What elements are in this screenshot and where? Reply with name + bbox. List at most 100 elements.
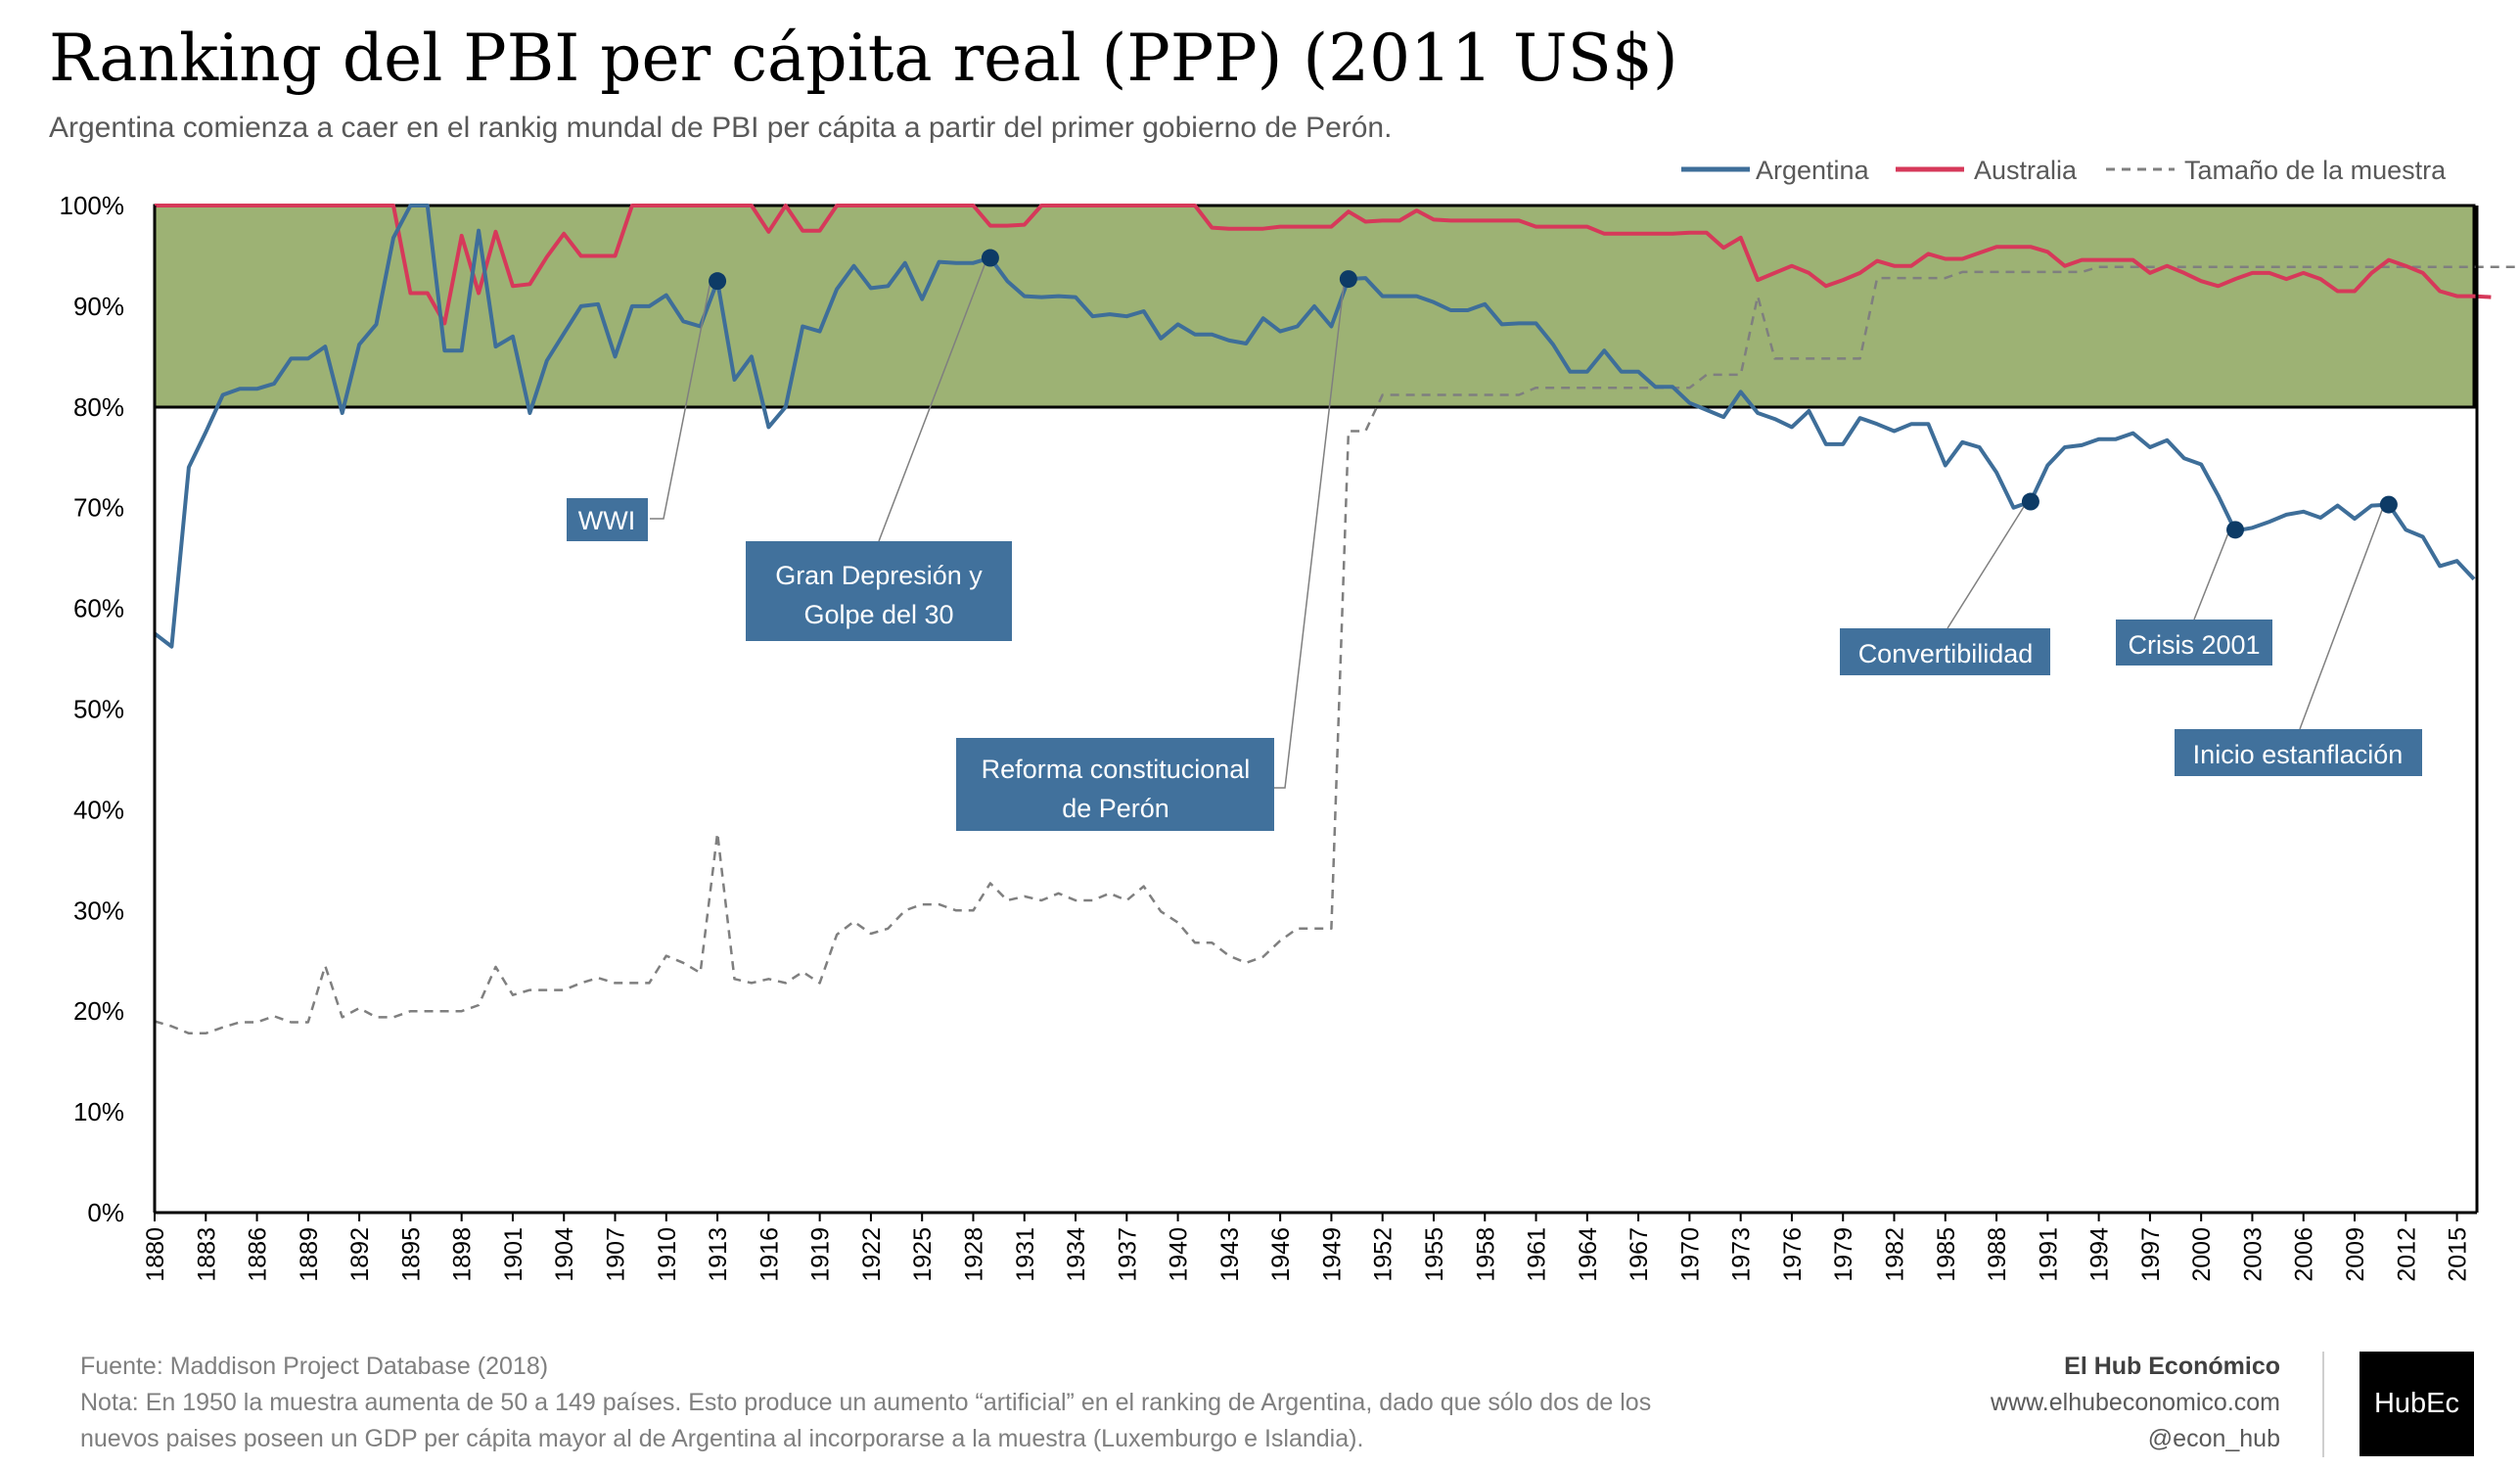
footer-separator (2322, 1352, 2324, 1457)
x-tick-label: 2006 (2291, 1227, 2318, 1282)
x-tick-label: 1898 (449, 1227, 477, 1282)
callout-inicio-box (2175, 729, 2422, 776)
connector-reforma (1274, 276, 1346, 789)
x-tick-label: 1922 (858, 1227, 886, 1282)
x-tick-label: 1904 (551, 1227, 578, 1282)
x-tick-label: 1928 (960, 1227, 987, 1282)
x-tick-label: 1967 (1626, 1227, 1653, 1282)
callout-gran-depresion: Gran Depresión y Golpe del 30 (746, 541, 1012, 641)
callout-inicio: Inicio estanflación (2175, 729, 2422, 776)
y-tick-label: 50% (73, 695, 124, 724)
connector-convertibilidad (1947, 501, 2028, 629)
callout-gran-depresion-line1: Gran Depresión y (775, 561, 983, 590)
footer-brand: El Hub Económico (2064, 1353, 2280, 1380)
y-tick-label: 60% (73, 594, 124, 623)
x-tick-label: 1895 (397, 1227, 425, 1282)
x-tick-label: 1964 (1575, 1227, 1602, 1282)
x-tick-label: 2015 (2445, 1227, 2472, 1282)
callout-gran-depresion-line2: Golpe del 30 (803, 600, 953, 629)
annotation-marker (981, 249, 999, 267)
legend-argentina-label: Argentina (1756, 156, 1870, 185)
y-tick-label: 10% (73, 1097, 124, 1126)
connector-inicio (2299, 504, 2385, 730)
connector-crisis (2193, 529, 2230, 620)
plot-frame (153, 206, 2479, 1215)
series-layer (153, 204, 2520, 1035)
x-tick-label: 2003 (2239, 1227, 2267, 1282)
y-tick-label: 80% (73, 392, 124, 422)
callout-reforma-line1: Reforma constitucional (982, 755, 1251, 784)
x-tick-label: 1976 (1779, 1227, 1807, 1282)
footer-url[interactable]: www.elhubeconomico.com (1991, 1389, 2280, 1416)
callout-convertibilidad: Convertibilidad (1840, 628, 2050, 675)
callout-convertibilidad-text: Convertibilidad (1858, 639, 2034, 668)
x-tick-label: 1952 (1370, 1227, 1397, 1282)
y-axis: 0% 10% 20% 30% 40% 50% 60% 70% 80% 90% 100% (60, 191, 125, 1227)
footer-source: Fuente: Maddison Project Database (2018) (80, 1353, 549, 1380)
x-tick-label: 2012 (2393, 1227, 2420, 1282)
x-tick-label: 1940 (1166, 1227, 1193, 1282)
x-tick-label: 1982 (1882, 1227, 1909, 1282)
callout-wwi-box (567, 498, 648, 541)
x-tick-label: 1889 (296, 1227, 323, 1282)
x-tick-label: 1988 (1984, 1227, 2011, 1282)
y-tick-label: 70% (73, 493, 124, 523)
connector-gran-depresion (878, 256, 988, 542)
callout-crisis-box (2116, 620, 2272, 666)
x-tick-label: 1934 (1063, 1227, 1090, 1282)
x-tick-label: 1892 (346, 1227, 374, 1282)
x-tick-label: 1880 (142, 1227, 169, 1282)
x-tick-label: 1997 (2137, 1227, 2165, 1282)
legend-australia-label: Australia (1974, 156, 2078, 185)
callout-reforma-line2: de Perón (1062, 794, 1169, 823)
x-tick-label: 1883 (193, 1227, 220, 1282)
x-tick-label: 1931 (1012, 1227, 1039, 1282)
x-tick-label: 1973 (1728, 1227, 1756, 1282)
y-tick-label: 0% (87, 1198, 124, 1227)
annotation-marker (2226, 521, 2245, 539)
x-tick-label: 1958 (1472, 1227, 1499, 1282)
x-tick-label: 1925 (909, 1227, 937, 1282)
x-tick-label: 1994 (2086, 1227, 2114, 1282)
callout-reforma-box (956, 738, 1274, 831)
callout-crisis: Crisis 2001 (2116, 620, 2272, 666)
footer-brand-block: El Hub Económico www.elhubeconomico.com … (1810, 1349, 2280, 1457)
connector-wwi (650, 280, 711, 520)
footer-handle[interactable]: @econ_hub (2147, 1425, 2280, 1452)
x-tick-label: 1979 (1830, 1227, 1857, 1282)
annotation-marker (1339, 270, 1357, 289)
callout-crisis-text: Crisis 2001 (2128, 630, 2260, 660)
x-tick-label: 2009 (2342, 1227, 2369, 1282)
annotation-callouts: WWI Gran Depresión y Golpe del 30 Reform… (567, 498, 2422, 831)
x-tick-label: 1907 (603, 1227, 630, 1282)
annotation-marker (2021, 492, 2039, 511)
series-australia-line (155, 204, 2492, 326)
callout-reforma: Reforma constitucional de Perón (956, 738, 1274, 831)
y-tick-label: 20% (73, 996, 124, 1026)
y-tick-label: 90% (73, 292, 124, 321)
x-tick-label: 1913 (705, 1227, 732, 1282)
annotation-marker (2379, 495, 2398, 514)
x-tick-label: 1919 (807, 1227, 835, 1282)
y-tick-label: 30% (73, 895, 124, 925)
x-axis: 1880 1883 1886 1889 1892 1895 1898 1901 1904 1907… (142, 1213, 2472, 1282)
y-tick-label: 100% (60, 191, 125, 220)
annotation-markers (709, 249, 2398, 539)
x-tick-label: 1886 (245, 1227, 272, 1282)
x-tick-label: 1937 (1114, 1227, 1141, 1282)
annotation-marker (709, 272, 727, 291)
x-tick-label: 1916 (756, 1227, 783, 1282)
hubec-logo: HubEc (2360, 1352, 2474, 1456)
chart-title: Ranking del PBI per cápita real (PPP) (2… (49, 21, 1678, 96)
footer-note-line1: Nota: En 1950 la muestra aumenta de 50 a… (80, 1389, 1652, 1416)
callout-wwi: WWI (567, 498, 648, 541)
callout-gran-depresion-box (746, 541, 1012, 641)
x-tick-label: 1949 (1318, 1227, 1346, 1282)
x-tick-label: 1910 (654, 1227, 681, 1282)
x-tick-label: 1946 (1267, 1227, 1295, 1282)
callout-convertibilidad-box (1840, 628, 2050, 675)
legend-sample-label: Tamaño de la muestra (2184, 156, 2447, 185)
callout-inicio-text: Inicio estanflación (2193, 740, 2404, 769)
